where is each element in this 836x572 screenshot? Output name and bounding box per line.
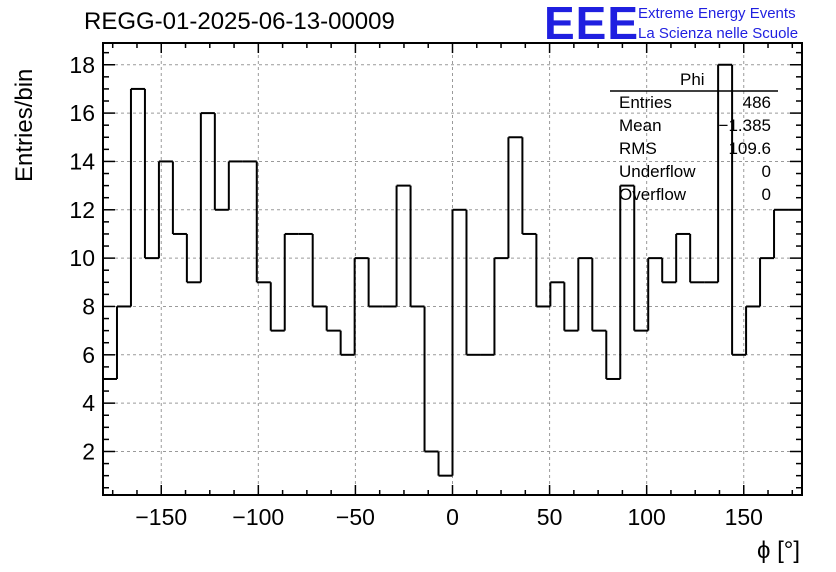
stat-label: RMS xyxy=(619,139,657,158)
y-tick-label: 14 xyxy=(69,148,95,174)
stat-row-overflow: Overflow 0 xyxy=(619,185,771,207)
x-tick-labels: −150 −100 −50 0 50 100 150 xyxy=(135,504,763,530)
stat-label: Entries xyxy=(619,93,672,112)
y-tick-label: 10 xyxy=(69,245,95,271)
stats-box-title: Phi xyxy=(680,70,705,89)
x-tick-label: −150 xyxy=(135,504,187,530)
y-tick-label: 8 xyxy=(82,293,95,319)
y-tick-label: 4 xyxy=(82,390,95,416)
y-tick-label: 2 xyxy=(82,438,95,464)
x-tick-label: −100 xyxy=(232,504,284,530)
x-tick-label: 50 xyxy=(537,504,563,530)
y-tick-label: 12 xyxy=(69,197,95,223)
y-axis-label: Entries/bin xyxy=(11,69,38,182)
y-tick-label: 6 xyxy=(82,342,95,368)
stat-row-entries: Entries 486 xyxy=(619,93,771,115)
x-tick-label: −50 xyxy=(336,504,375,530)
eee-logo-text: Extreme Energy Events La Scienza nelle S… xyxy=(638,4,798,44)
stat-value: 0 xyxy=(761,185,771,204)
page-title: REGG-01-2025-06-13-00009 xyxy=(84,8,395,35)
x-tick-label: 100 xyxy=(627,504,665,530)
eee-line-1: Extreme Energy Events xyxy=(638,5,796,22)
y-tick-labels: 2 4 6 8 10 12 14 16 18 xyxy=(69,52,95,465)
eee-logo: EEE xyxy=(544,0,640,49)
stat-label: Underflow xyxy=(619,162,696,181)
stat-value: 486 xyxy=(742,93,771,112)
x-axis-label: ϕ [°] xyxy=(757,537,800,564)
histogram-bins xyxy=(102,63,802,495)
x-tick-label: 0 xyxy=(446,504,459,530)
stat-value: 0 xyxy=(761,162,771,181)
stat-label: Overflow xyxy=(619,185,687,204)
stat-row-rms: RMS 109.6 xyxy=(619,139,771,161)
eee-line-2: La Scienza nelle Scuole xyxy=(638,25,799,42)
y-tick-label: 16 xyxy=(69,100,95,126)
stat-row-mean: Mean −1.385 xyxy=(619,116,771,138)
axis-ticks xyxy=(103,43,802,495)
y-tick-label: 18 xyxy=(69,52,95,78)
stat-value: −1.385 xyxy=(718,116,771,135)
stat-label: Mean xyxy=(619,116,662,135)
x-tick-label: 150 xyxy=(725,504,763,530)
stat-value: 109.6 xyxy=(728,139,771,158)
stat-row-underflow: Underflow 0 xyxy=(619,162,771,184)
